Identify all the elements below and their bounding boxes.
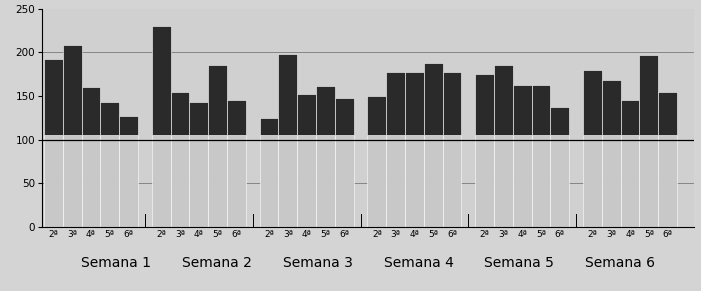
Bar: [494, 135, 513, 227]
Bar: [639, 135, 658, 227]
Bar: [227, 100, 246, 135]
Bar: [550, 107, 569, 135]
Bar: [297, 94, 316, 135]
Bar: [424, 135, 442, 227]
Bar: [335, 98, 353, 135]
Bar: [208, 135, 227, 227]
Bar: [639, 55, 658, 135]
Bar: [367, 135, 386, 227]
Bar: [620, 135, 639, 227]
Bar: [100, 135, 119, 227]
Bar: [513, 135, 531, 227]
Bar: [170, 92, 189, 135]
Bar: [259, 135, 278, 227]
Bar: [386, 72, 405, 135]
Bar: [119, 135, 138, 227]
Bar: [386, 135, 405, 227]
Bar: [278, 135, 297, 227]
Bar: [151, 26, 170, 135]
Bar: [602, 135, 620, 227]
Bar: [63, 135, 81, 227]
Bar: [475, 74, 494, 135]
Bar: [297, 135, 316, 227]
Bar: [494, 65, 513, 135]
Bar: [367, 96, 386, 135]
Bar: [405, 135, 424, 227]
Bar: [620, 100, 639, 135]
Bar: [44, 135, 63, 227]
Bar: [513, 85, 531, 135]
Bar: [170, 135, 189, 227]
Bar: [442, 135, 461, 227]
Bar: [475, 135, 494, 227]
Bar: [531, 85, 550, 135]
Bar: [259, 118, 278, 135]
Bar: [335, 135, 353, 227]
Bar: [531, 135, 550, 227]
Bar: [278, 54, 297, 135]
Bar: [44, 59, 63, 135]
Bar: [189, 135, 208, 227]
Bar: [658, 92, 677, 135]
Bar: [189, 102, 208, 135]
Bar: [81, 135, 100, 227]
Bar: [550, 135, 569, 227]
Bar: [316, 86, 335, 135]
Bar: [316, 135, 335, 227]
Bar: [405, 72, 424, 135]
Bar: [81, 87, 100, 135]
Bar: [151, 135, 170, 227]
Bar: [100, 102, 119, 135]
Bar: [602, 80, 620, 135]
Bar: [442, 72, 461, 135]
Bar: [658, 135, 677, 227]
Bar: [63, 45, 81, 135]
Bar: [583, 70, 602, 135]
Bar: [424, 63, 442, 135]
Bar: [227, 135, 246, 227]
Bar: [119, 116, 138, 135]
Bar: [208, 65, 227, 135]
Bar: [583, 135, 602, 227]
